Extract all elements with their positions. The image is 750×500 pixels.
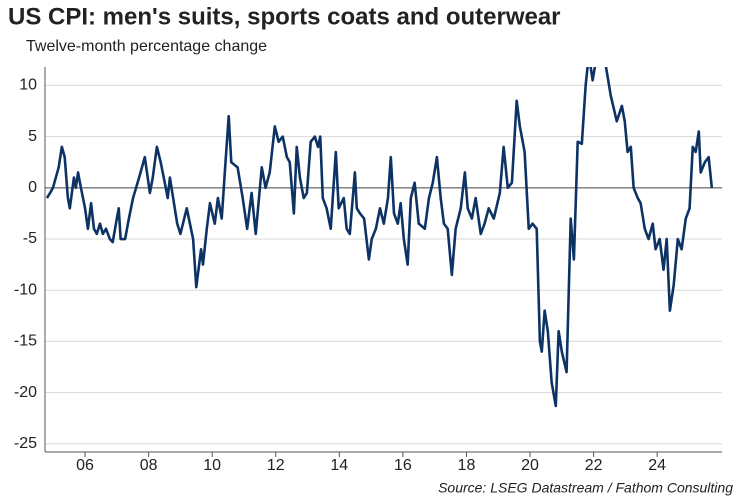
x-tick-label: 24: [648, 457, 666, 474]
chart-subtitle: Twelve-month percentage change: [26, 38, 267, 55]
y-tick-label: -25: [14, 435, 37, 452]
x-tick-label: 20: [521, 457, 539, 474]
y-tick-label: 5: [28, 128, 37, 145]
x-tick-label: 08: [140, 457, 158, 474]
y-tick-label: 10: [19, 77, 37, 94]
plot-area: [45, 67, 714, 408]
x-tick-label: 12: [267, 457, 285, 474]
y-tick-label: -15: [14, 333, 37, 350]
y-tick-label: -5: [23, 230, 37, 247]
x-tick-label: 16: [394, 457, 412, 474]
y-tick-label: 0: [28, 179, 37, 196]
x-tick-label: 10: [203, 457, 221, 474]
grid: [45, 84, 722, 445]
y-tick-label: -10: [14, 281, 37, 298]
source-note: Source: LSEG Datastream / Fathom Consult…: [438, 480, 733, 496]
chart-title: US CPI: men's suits, sports coats and ou…: [8, 3, 561, 30]
data-line: [45, 67, 714, 408]
x-tick-label: 22: [585, 457, 603, 474]
x-tick-label: 14: [330, 457, 348, 474]
x-tick-label: 06: [76, 457, 94, 474]
x-tick-label: 18: [458, 457, 476, 474]
y-tick-label: -20: [14, 384, 37, 401]
